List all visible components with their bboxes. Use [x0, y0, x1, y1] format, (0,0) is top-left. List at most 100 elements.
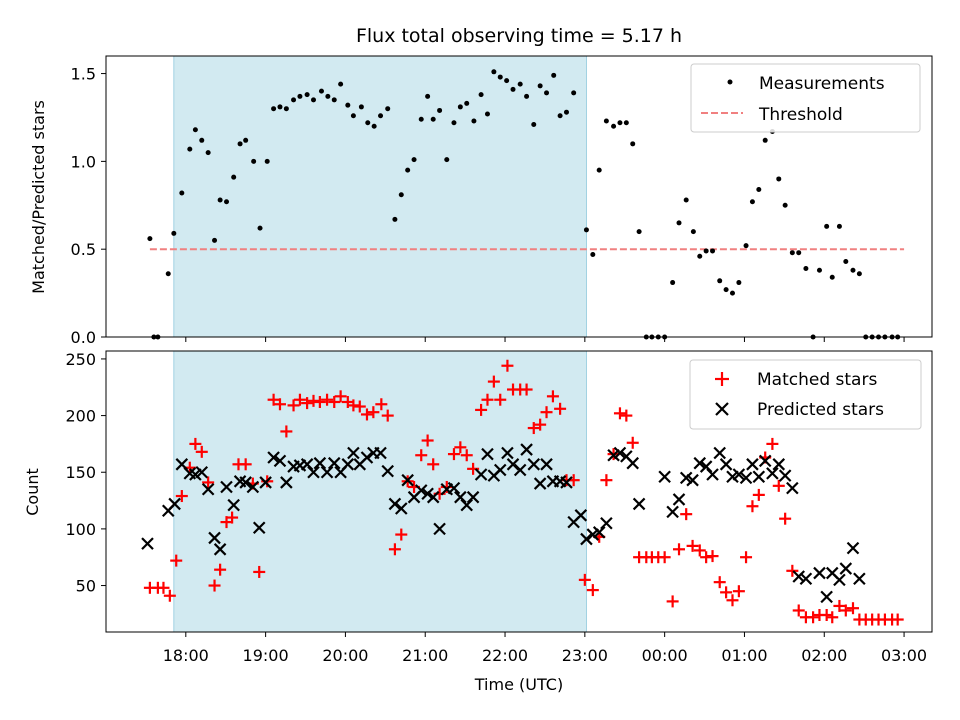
matched-star-point	[353, 400, 366, 413]
matched-star-point	[163, 589, 176, 602]
measurement-point	[782, 202, 788, 208]
measurement-point	[697, 253, 703, 259]
measurement-point	[212, 237, 218, 243]
measurement-point	[756, 186, 762, 192]
measurement-point	[590, 251, 596, 257]
predicted-star-point	[195, 465, 209, 479]
matched-star-point	[202, 476, 215, 489]
measurement-point	[729, 290, 735, 296]
predicted-star-point	[313, 456, 327, 470]
legend-threshold-label: Threshold	[758, 105, 843, 125]
measurement-point	[596, 167, 602, 173]
matched-star-point	[454, 441, 467, 454]
predicted-star-point	[395, 502, 408, 515]
predicted-star-point	[778, 469, 792, 482]
measurement-point	[531, 121, 537, 127]
matched-star-point	[226, 511, 239, 524]
predicted-star-point	[632, 497, 646, 511]
measurement-point	[776, 176, 782, 182]
observing-span	[173, 350, 587, 633]
measurement-point	[283, 106, 289, 112]
matched-star-point	[273, 398, 286, 411]
x-tick-label: 21:00	[402, 646, 448, 665]
measurement-point	[670, 280, 676, 286]
matched-star-point	[527, 422, 540, 435]
x-tick-label: 01:00	[721, 646, 767, 665]
predicted-star-point	[401, 473, 414, 487]
measurement-point	[444, 157, 450, 163]
matched-star-point	[267, 393, 280, 406]
measurement-point	[723, 287, 729, 293]
measurement-point	[843, 258, 849, 264]
x-axis-label: Time (UTC)	[474, 675, 563, 694]
predicted-star-point	[252, 521, 266, 535]
bottom-legend-box	[689, 359, 922, 430]
measurement-point	[743, 243, 749, 249]
measurement-point	[345, 102, 351, 108]
matched-star-point	[487, 375, 500, 388]
legend-matched-marker	[715, 372, 729, 386]
predicted-star-point	[208, 531, 221, 545]
measurement-point	[171, 230, 177, 236]
measurement-point	[224, 199, 230, 205]
measurement-point	[524, 93, 530, 99]
predicted-star-point	[501, 446, 514, 460]
measurement-point	[304, 92, 310, 98]
top-plot-frame	[105, 55, 933, 338]
predicted-star-point	[320, 465, 334, 479]
predicted-star-point	[686, 473, 699, 487]
measurement-point	[563, 109, 569, 115]
x-tick-label: 20:00	[322, 646, 368, 665]
predicted-star-point	[388, 497, 402, 511]
x-tick-label: 02:00	[801, 646, 847, 665]
measurement-point	[291, 97, 297, 103]
measurement-point	[243, 137, 249, 143]
measurement-point	[471, 118, 477, 124]
predicted-star-point	[626, 456, 640, 470]
matched-star-point	[367, 406, 380, 419]
measurement-point	[504, 78, 510, 84]
measurement-point	[418, 116, 424, 122]
matched-star-point	[807, 611, 820, 624]
measurement-point	[829, 274, 835, 280]
matched-star-point	[170, 554, 183, 567]
matched-star-point	[175, 490, 188, 503]
matched-star-point	[766, 437, 779, 450]
predicted-star-point	[746, 458, 759, 471]
predicted-star-point	[414, 484, 428, 497]
predicted-star-point	[259, 476, 272, 489]
matched-star-point	[287, 399, 300, 412]
matched-star-point	[600, 474, 613, 487]
predicted-star-point	[433, 522, 446, 536]
measurement-point	[277, 104, 283, 110]
predicted-star-point	[527, 458, 541, 471]
measurement-point	[478, 92, 484, 98]
measurement-point	[331, 97, 337, 103]
matched-star-point	[157, 581, 170, 594]
matched-star-point	[334, 390, 347, 403]
matched-star-point	[381, 409, 394, 422]
measurement-point	[636, 229, 642, 235]
top-panel: 0.0 0.5 1.0 1.5 Matched/Predicted stars Mea…	[29, 55, 933, 347]
predicted-star-point	[307, 465, 320, 479]
bottom-legend: Matched stars Predicted stars	[689, 359, 922, 430]
top-y-tick-label: 0.5	[71, 240, 96, 259]
measurement-point	[187, 146, 193, 152]
matched-star-point	[693, 544, 706, 557]
measurement-point	[318, 88, 324, 94]
top-y-tick-label: 0.0	[71, 328, 96, 347]
measurement-point	[603, 118, 609, 124]
measurement-point	[551, 72, 557, 78]
x-tick-label: 22:00	[482, 646, 528, 665]
measurement-point	[451, 120, 457, 126]
matched-star-point	[713, 576, 726, 589]
predicted-star-point	[168, 497, 181, 511]
measurement-point	[199, 137, 205, 143]
measurement-point	[510, 86, 516, 92]
predicted-star-point	[239, 476, 252, 489]
predicted-star-point	[493, 463, 507, 477]
matched-star-point	[820, 609, 833, 622]
predicted-star-point	[592, 526, 606, 539]
predicted-star-point	[752, 470, 766, 484]
measurement-point	[179, 190, 185, 196]
